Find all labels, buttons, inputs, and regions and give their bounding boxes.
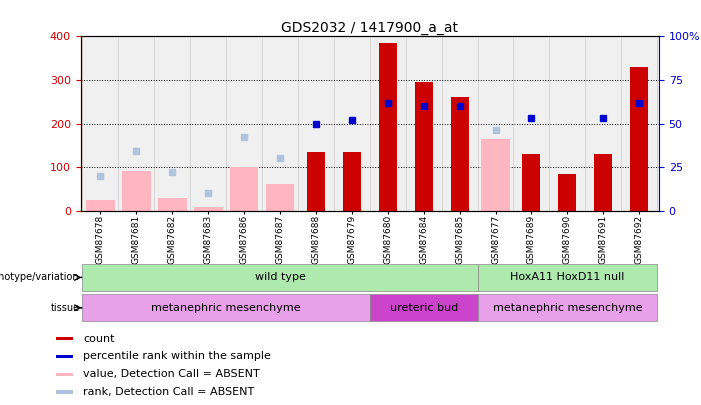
Bar [594,154,612,211]
Text: percentile rank within the sample: percentile rank within the sample [83,352,271,361]
Bar [630,67,648,211]
Bar [369,294,477,322]
Bar [522,154,540,211]
Bar [56,337,73,340]
Text: rank, Detection Call = ABSENT: rank, Detection Call = ABSENT [83,387,254,397]
Text: metanephric mesenchyme: metanephric mesenchyme [151,303,301,313]
Text: ureteric bud: ureteric bud [390,303,458,313]
Bar [343,152,361,211]
Bar [193,207,222,211]
Bar [415,82,433,211]
Bar [83,294,369,322]
Bar [122,171,151,211]
Text: metanephric mesenchyme: metanephric mesenchyme [493,303,642,313]
Bar [481,139,510,211]
Bar [266,185,294,211]
Bar [56,373,73,376]
Bar [56,355,73,358]
Bar [307,152,325,211]
Text: HoxA11 HoxD11 null: HoxA11 HoxD11 null [510,273,625,282]
Text: wild type: wild type [254,273,306,282]
Bar [83,264,477,291]
Bar [56,390,73,394]
Title: GDS2032 / 1417900_a_at: GDS2032 / 1417900_a_at [281,21,458,35]
Bar [477,264,657,291]
Bar [559,174,576,211]
Text: count: count [83,334,115,343]
Text: genotype/variation: genotype/variation [0,273,79,282]
Bar [158,198,186,211]
Text: value, Detection Call = ABSENT: value, Detection Call = ABSENT [83,369,260,379]
Bar [451,98,468,211]
Bar [477,294,657,322]
Bar [230,167,259,211]
Bar [379,43,397,211]
Bar [86,200,115,211]
Text: tissue: tissue [50,303,79,313]
